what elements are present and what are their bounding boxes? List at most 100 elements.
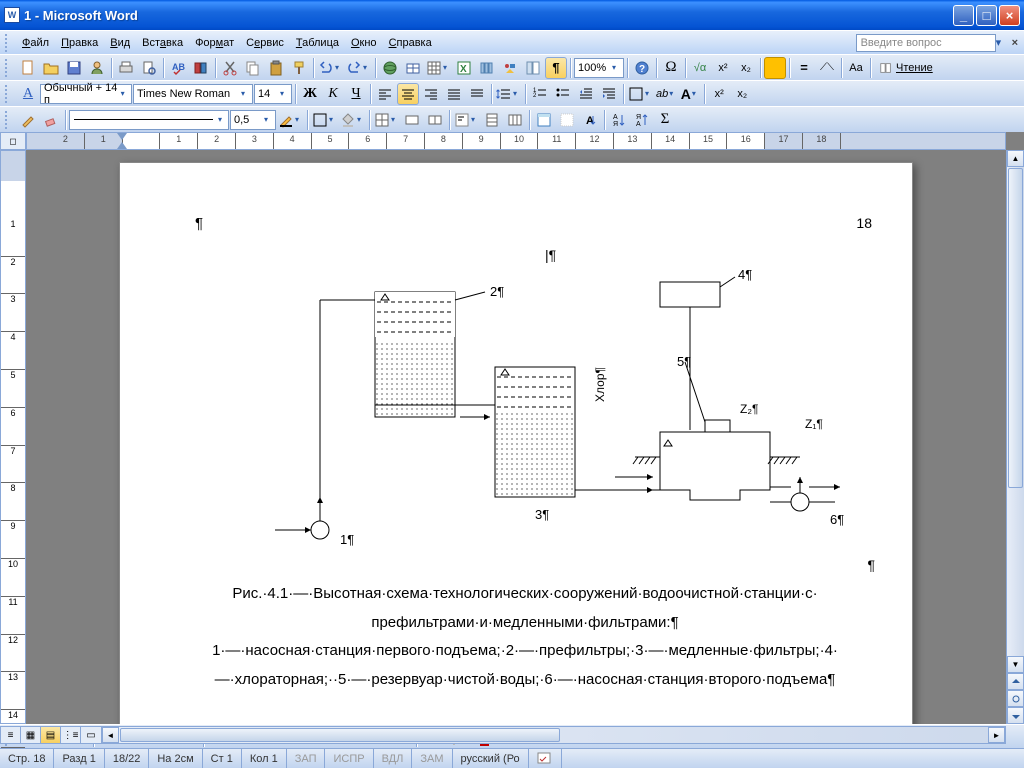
align-justify-button[interactable] xyxy=(443,83,465,105)
split-cells-button[interactable] xyxy=(424,109,446,131)
equation-button[interactable]: √α xyxy=(689,57,711,79)
minimize-button[interactable]: _ xyxy=(953,5,974,26)
menu-view[interactable]: Вид xyxy=(104,35,136,51)
status-trk[interactable]: ИСПР xyxy=(325,749,373,768)
scroll-up-button[interactable]: ▲ xyxy=(1007,150,1024,167)
document-area[interactable]: 18 ¶ |¶ xyxy=(26,150,1006,724)
italic-button[interactable]: К xyxy=(322,83,344,105)
cut-button[interactable] xyxy=(219,57,241,79)
distribute-rows-button[interactable] xyxy=(481,109,503,131)
grip-icon[interactable] xyxy=(5,85,13,103)
insert-table2-button[interactable]: ▾ xyxy=(373,109,400,131)
eraser-button[interactable] xyxy=(40,109,62,131)
new-button[interactable] xyxy=(17,57,39,79)
prev-page-button[interactable] xyxy=(1007,673,1024,690)
status-ovr[interactable]: ЗАМ xyxy=(412,749,452,768)
status-spell-icon[interactable] xyxy=(529,749,562,768)
tables-borders-button[interactable] xyxy=(402,57,424,79)
print-preview-button[interactable] xyxy=(138,57,160,79)
insert-excel-button[interactable]: X xyxy=(453,57,475,79)
scroll-left-button[interactable]: ◄ xyxy=(102,727,119,743)
distributed-button[interactable] xyxy=(466,83,488,105)
text-direction-button[interactable]: A xyxy=(579,109,601,131)
scroll-down-button[interactable]: ▼ xyxy=(1007,656,1024,673)
shapes-ref-button[interactable]: ⟋⟍ xyxy=(816,57,838,79)
align-right-button[interactable] xyxy=(420,83,442,105)
menu-insert[interactable]: Вставка xyxy=(136,35,189,51)
subscript2-button[interactable]: x₂ xyxy=(731,83,753,105)
menu-window[interactable]: Окно xyxy=(345,35,383,51)
paste-button[interactable] xyxy=(265,57,287,79)
insert-table-button[interactable]: ▾ xyxy=(425,57,452,79)
numbering-button[interactable]: 12 xyxy=(529,83,551,105)
bullets-button[interactable] xyxy=(552,83,574,105)
superscript2-button[interactable]: x² xyxy=(708,83,730,105)
font-color-button[interactable]: A▾ xyxy=(679,83,701,105)
status-ext[interactable]: ВДЛ xyxy=(374,749,413,768)
subscript-button[interactable]: x₂ xyxy=(735,57,757,79)
hyperlink-button[interactable] xyxy=(379,57,401,79)
permissions-button[interactable] xyxy=(86,57,108,79)
symbol-button[interactable]: Ω xyxy=(660,57,682,79)
draw-table-button[interactable] xyxy=(17,109,39,131)
outside-border-button[interactable]: ▾ xyxy=(311,109,338,131)
line-spacing-button[interactable]: ▾ xyxy=(495,83,522,105)
undo-button[interactable]: ▾ xyxy=(317,57,344,79)
reading-view-button[interactable]: ▭ xyxy=(81,727,101,743)
spellcheck-button[interactable]: AB xyxy=(167,57,189,79)
grip-icon[interactable] xyxy=(5,34,13,52)
outline-view-button[interactable]: ⋮≡ xyxy=(61,727,81,743)
decrease-indent-button[interactable] xyxy=(575,83,597,105)
line-width-combo[interactable]: 0,5▾ xyxy=(230,110,276,130)
web-view-button[interactable]: ▦ xyxy=(21,727,41,743)
next-page-button[interactable] xyxy=(1007,707,1024,724)
print-button[interactable] xyxy=(115,57,137,79)
format-painter-button[interactable] xyxy=(288,57,310,79)
menu-help[interactable]: Справка xyxy=(383,35,438,51)
close-button[interactable]: × xyxy=(999,5,1020,26)
autoformat-button[interactable] xyxy=(533,109,555,131)
doc-map-button[interactable] xyxy=(522,57,544,79)
styles-pane-button[interactable]: A xyxy=(17,83,39,105)
font-combo[interactable]: Times New Roman▾ xyxy=(133,84,253,104)
status-rec[interactable]: ЗАП xyxy=(287,749,326,768)
align-cell-button[interactable]: ▾ xyxy=(453,109,480,131)
scroll-thumb[interactable] xyxy=(1008,168,1023,488)
ruler-corner[interactable]: ◻ xyxy=(0,132,26,150)
highlight-button[interactable] xyxy=(764,57,786,79)
font-size-combo[interactable]: 14▾ xyxy=(254,84,292,104)
print-view-button[interactable]: ▤ xyxy=(41,727,61,743)
doc-close-button[interactable]: × xyxy=(1008,37,1022,49)
equals-button[interactable]: = xyxy=(793,57,815,79)
maximize-button[interactable]: □ xyxy=(976,5,997,26)
borders-button[interactable]: ▾ xyxy=(627,83,654,105)
distribute-cols-button[interactable] xyxy=(504,109,526,131)
status-lang[interactable]: русский (Ро xyxy=(453,749,529,768)
superscript-button[interactable]: x² xyxy=(712,57,734,79)
vertical-scrollbar[interactable]: ▲ ▼ xyxy=(1006,150,1024,724)
save-button[interactable] xyxy=(63,57,85,79)
align-left-button[interactable] xyxy=(374,83,396,105)
help-dropdown-icon[interactable]: ▾ xyxy=(996,36,1008,49)
help-search-input[interactable]: Введите вопрос xyxy=(856,34,996,52)
sort-asc-button[interactable]: АЯ xyxy=(608,109,630,131)
hscroll-thumb[interactable] xyxy=(120,728,560,742)
help-button[interactable]: ? xyxy=(631,57,653,79)
copy-button[interactable] xyxy=(242,57,264,79)
increase-indent-button[interactable] xyxy=(598,83,620,105)
columns-button[interactable] xyxy=(476,57,498,79)
sort-desc-button[interactable]: ЯА xyxy=(631,109,653,131)
reading-button[interactable]: Чтение xyxy=(874,57,938,79)
menu-file[interactable]: Файл xyxy=(16,35,55,51)
line-style-combo[interactable]: ▾ xyxy=(69,110,229,130)
menu-format[interactable]: Формат xyxy=(189,35,240,51)
horizontal-ruler[interactable]: 21123456789101112131415161718 xyxy=(26,132,1006,150)
hide-gridlines-button[interactable] xyxy=(556,109,578,131)
drawing-toolbar-button[interactable] xyxy=(499,57,521,79)
menu-table[interactable]: Таблица xyxy=(290,35,345,51)
underline-button[interactable]: Ч xyxy=(345,83,367,105)
align-center-button[interactable] xyxy=(397,83,419,105)
merge-cells-button[interactable] xyxy=(401,109,423,131)
open-button[interactable] xyxy=(40,57,62,79)
redo-button[interactable]: ▾ xyxy=(345,57,372,79)
